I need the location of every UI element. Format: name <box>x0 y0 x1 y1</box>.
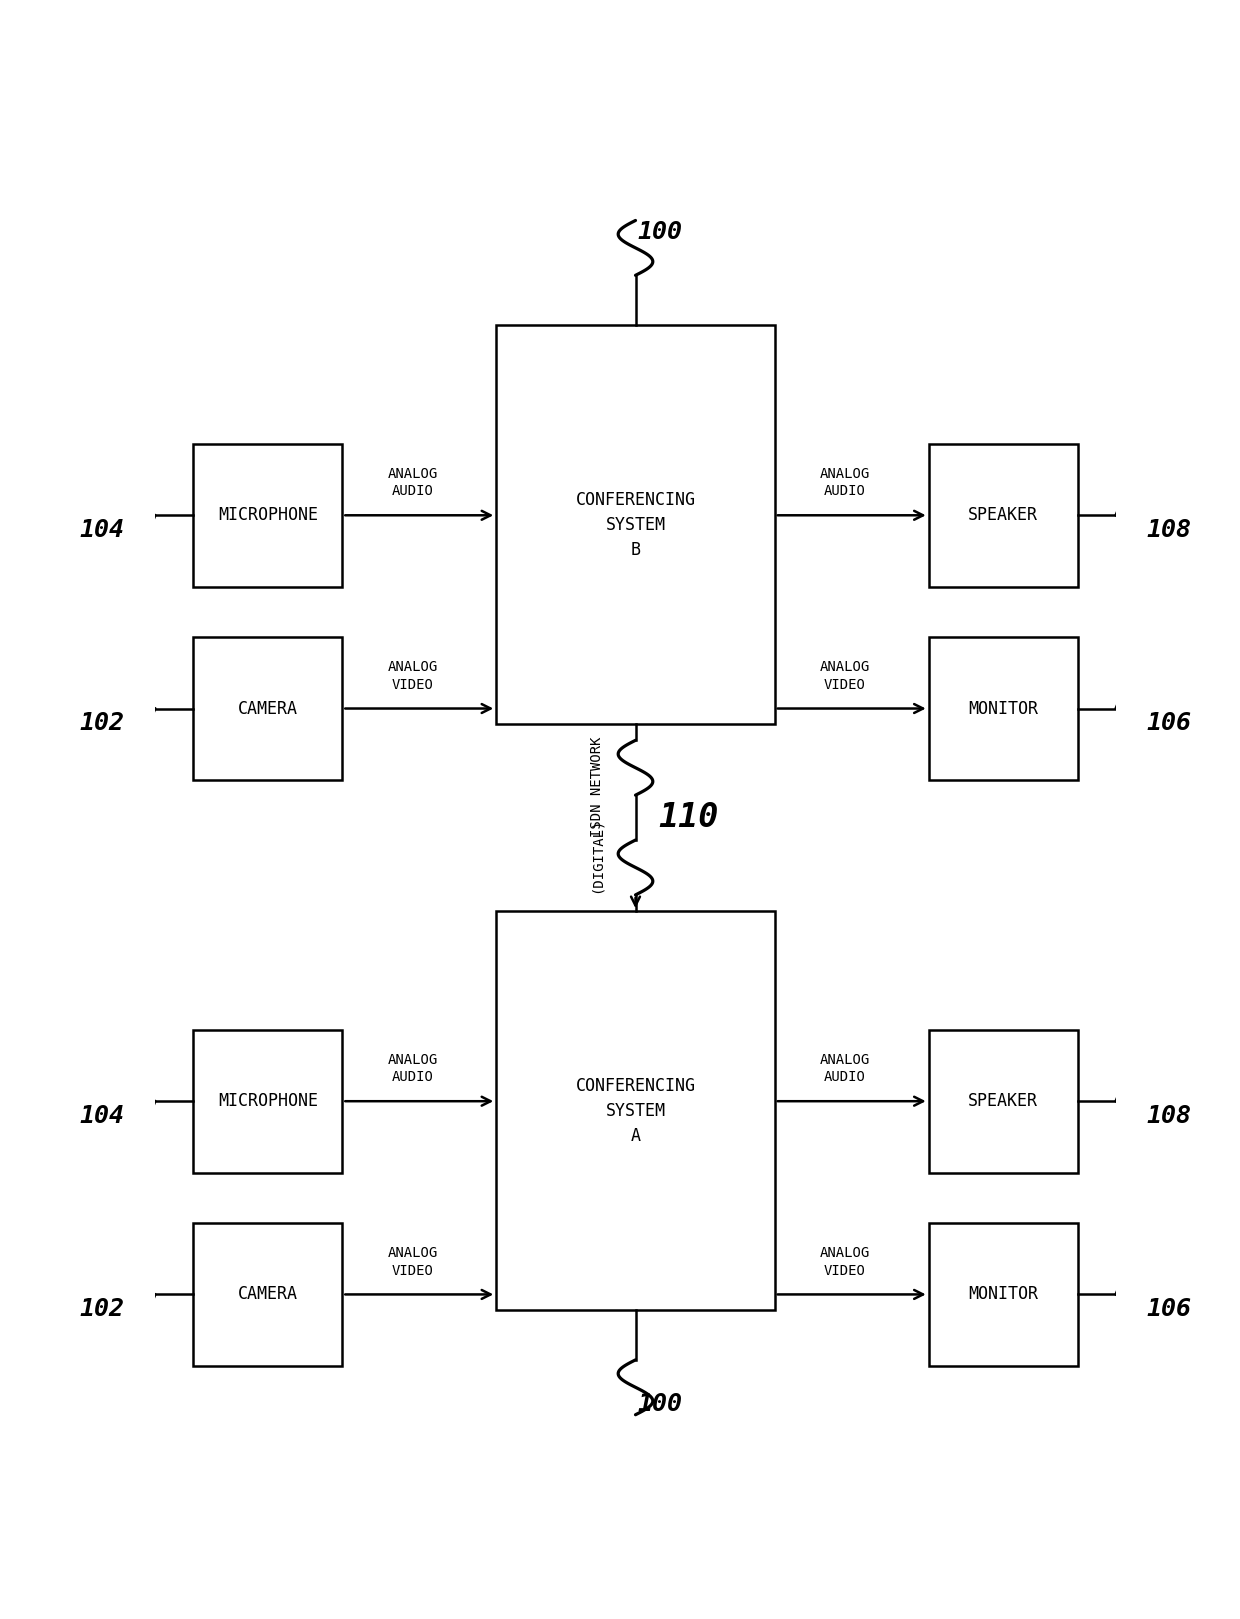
Text: SPEAKER: SPEAKER <box>968 507 1038 525</box>
Bar <box>929 1030 1078 1172</box>
Text: MICROPHONE: MICROPHONE <box>218 1093 317 1111</box>
Text: 108: 108 <box>1146 518 1192 542</box>
Text: MONITOR: MONITOR <box>968 699 1038 717</box>
Text: 102: 102 <box>79 711 125 735</box>
Text: MICROPHONE: MICROPHONE <box>218 507 317 525</box>
Bar <box>496 911 775 1310</box>
Bar <box>193 444 342 588</box>
Text: ANALOG
AUDIO: ANALOG AUDIO <box>820 1052 870 1085</box>
Text: 108: 108 <box>1146 1104 1192 1128</box>
Bar <box>496 325 775 724</box>
Bar <box>929 444 1078 588</box>
Text: ANALOG
VIDEO: ANALOG VIDEO <box>820 661 870 691</box>
Text: 100: 100 <box>637 220 682 244</box>
Text: 104: 104 <box>79 518 125 542</box>
Bar <box>193 636 342 780</box>
Text: ANALOG
VIDEO: ANALOG VIDEO <box>387 661 438 691</box>
Text: ANALOG
AUDIO: ANALOG AUDIO <box>387 1052 438 1085</box>
Text: ANALOG
VIDEO: ANALOG VIDEO <box>387 1247 438 1277</box>
Text: 110: 110 <box>658 801 718 834</box>
Bar <box>929 636 1078 780</box>
Text: ANALOG
AUDIO: ANALOG AUDIO <box>820 468 870 499</box>
Text: CONFERENCING
SYSTEM
A: CONFERENCING SYSTEM A <box>575 1077 696 1145</box>
Bar <box>193 1222 342 1366</box>
Text: CONFERENCING
SYSTEM
B: CONFERENCING SYSTEM B <box>575 491 696 559</box>
Bar <box>193 1030 342 1172</box>
Text: 104: 104 <box>79 1104 125 1128</box>
Text: CAMERA: CAMERA <box>238 1285 298 1303</box>
Text: CAMERA: CAMERA <box>238 699 298 717</box>
Text: ANALOG
AUDIO: ANALOG AUDIO <box>387 468 438 499</box>
Text: MONITOR: MONITOR <box>968 1285 1038 1303</box>
Text: 100: 100 <box>637 1391 682 1415</box>
Text: SPEAKER: SPEAKER <box>968 1093 1038 1111</box>
Bar <box>929 1222 1078 1366</box>
Text: 106: 106 <box>1146 711 1192 735</box>
Text: 106: 106 <box>1146 1297 1192 1321</box>
Text: (DIGITAL): (DIGITAL) <box>590 818 604 892</box>
Text: ANALOG
VIDEO: ANALOG VIDEO <box>820 1247 870 1277</box>
Text: ISDN NETWORK: ISDN NETWORK <box>590 737 604 837</box>
Text: 102: 102 <box>79 1297 125 1321</box>
